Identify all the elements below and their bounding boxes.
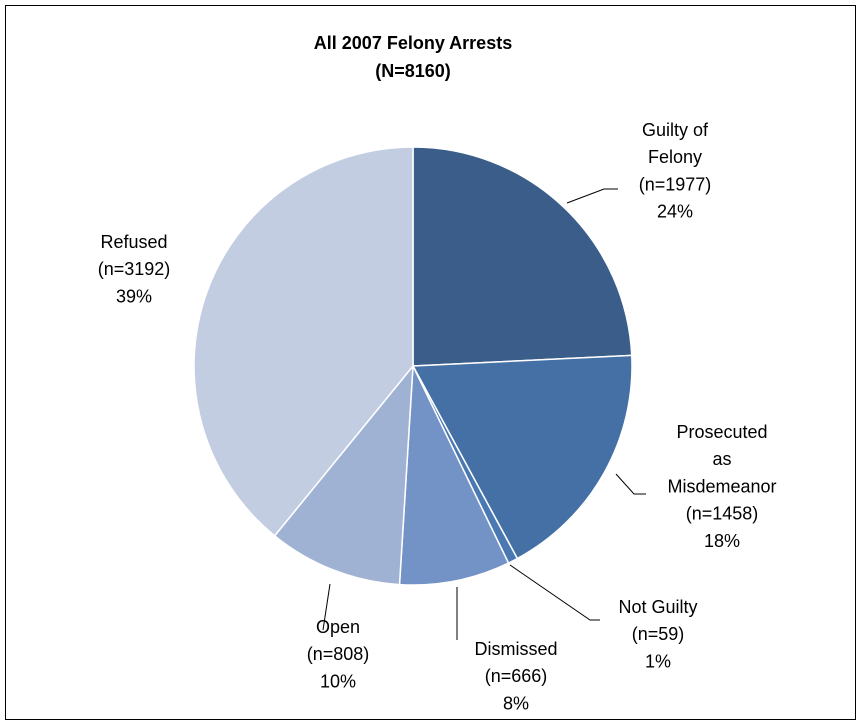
slice-label: Refused	[100, 232, 167, 252]
slice-percent-label: 18%	[704, 531, 740, 551]
chart-title: All 2007 Felony Arrests	[314, 33, 512, 53]
pie-slice	[398, 363, 510, 586]
chart-subtitle: (N=8160)	[375, 61, 451, 81]
slice-count-label: (n=3192)	[98, 259, 171, 279]
leader-line	[615, 473, 646, 495]
slice-count-label: (n=59)	[632, 624, 685, 644]
slice-percent-label: 39%	[116, 286, 152, 306]
leader-line	[566, 188, 618, 204]
slice-percent-label: 1%	[645, 651, 671, 671]
slice-label: as	[712, 449, 731, 469]
leader-line	[509, 564, 600, 621]
pie-slice	[412, 146, 633, 367]
slice-percent-label: 24%	[657, 202, 693, 222]
slice-label: Dismissed	[474, 639, 557, 659]
slice-label: Guilty of	[642, 120, 709, 140]
slice-label: Open	[316, 617, 360, 637]
slice-label: Felony	[648, 147, 702, 167]
slice-count-label: (n=808)	[307, 644, 370, 664]
slice-label: Misdemeanor	[667, 476, 776, 496]
slice-percent-label: 10%	[320, 671, 356, 691]
leader-lines	[322, 188, 646, 640]
slice-count-label: (n=666)	[485, 666, 548, 686]
leader-line	[322, 583, 331, 631]
slice-count-label: (n=1977)	[639, 174, 712, 194]
slice-label: Not Guilty	[618, 597, 697, 617]
pie-slice	[411, 354, 633, 560]
pie-slice	[273, 363, 414, 586]
slice-count-label: (n=1458)	[686, 504, 759, 524]
slice-label: Prosecuted	[676, 422, 767, 442]
pie-slice	[193, 146, 414, 537]
slice-percent-label: 8%	[503, 693, 529, 713]
